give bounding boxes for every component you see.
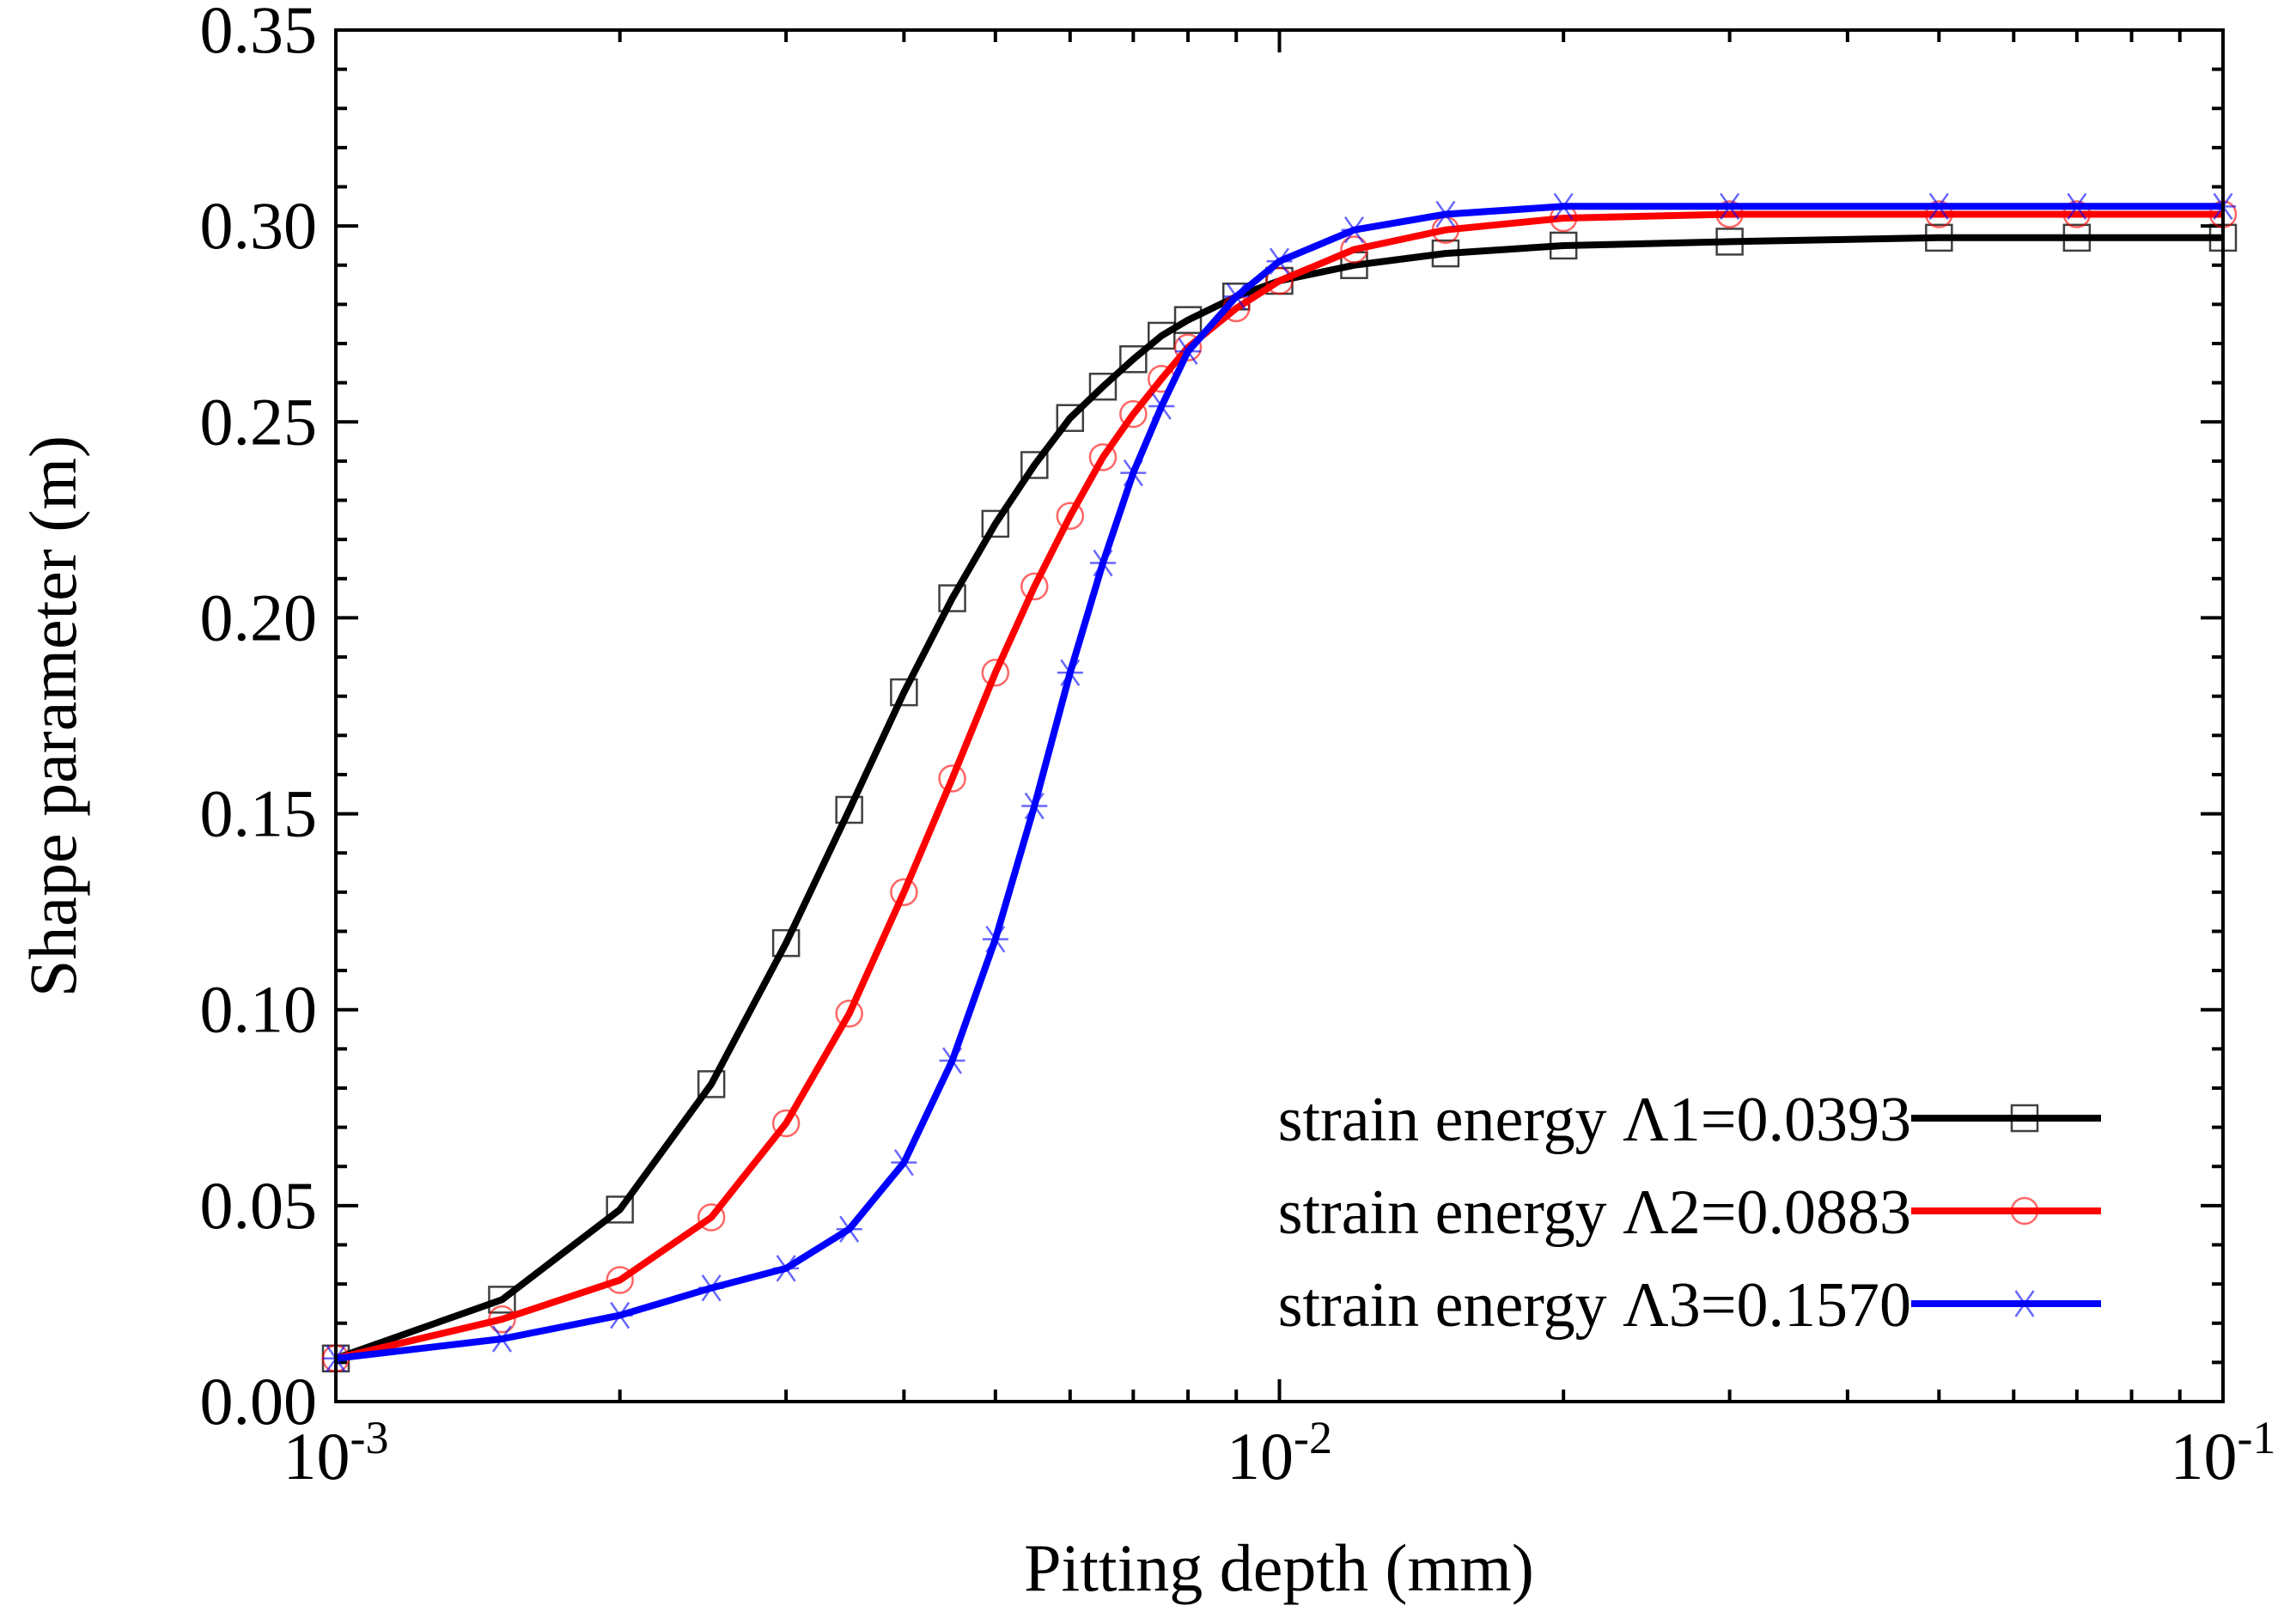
marker-circle xyxy=(981,659,1010,687)
marker-circle xyxy=(1265,266,1294,295)
marker-star xyxy=(2063,192,2090,221)
marker-star xyxy=(606,1301,633,1329)
marker-star xyxy=(1266,247,1293,275)
marker-circle xyxy=(1056,502,1085,531)
y-tick-label: 0.20 xyxy=(200,580,318,654)
legend-label: strain energy Λ3=0.1570 xyxy=(1278,1270,1911,1341)
marker-square xyxy=(1173,306,1203,334)
marker-circle xyxy=(606,1266,634,1294)
marker-circle xyxy=(1020,572,1049,601)
marker-circle xyxy=(1119,399,1148,429)
x-tick-label: 10-3 xyxy=(283,1412,389,1493)
marker-circle xyxy=(1925,200,1953,228)
marker-circle xyxy=(2062,200,2092,228)
marker-circle xyxy=(1173,333,1203,362)
marker-square xyxy=(606,1195,634,1224)
marker-star xyxy=(1341,216,1367,244)
marker-star xyxy=(1089,549,1116,577)
marker-star xyxy=(939,1047,965,1074)
marker-circle xyxy=(697,1203,726,1232)
marker-square xyxy=(1549,231,1578,260)
marker-square xyxy=(1088,372,1118,401)
y-tick-label: 0.25 xyxy=(200,384,318,459)
series-3 xyxy=(323,192,2236,1372)
y-tick-label: 0.05 xyxy=(200,1168,318,1243)
axes: 0.00 0.05 0.10 0.15 0.20 0.25 0.30 0.35 10-3 10-2… xyxy=(200,0,2276,1493)
marker-star xyxy=(698,1274,725,1302)
marker-star xyxy=(836,1215,862,1243)
marker-circle xyxy=(938,764,966,793)
marker-star xyxy=(1223,283,1250,310)
marker-square xyxy=(938,584,966,612)
legend-item-2: strain energy Λ2=0.0883 xyxy=(1278,1177,2101,1248)
marker-star xyxy=(1926,192,1952,221)
marker-square xyxy=(1148,321,1176,350)
marker-square xyxy=(2062,223,2092,252)
marker-square xyxy=(1925,223,1953,252)
x-axis-title: Pitting depth (mm) xyxy=(1024,1530,1534,1605)
marker-circle xyxy=(1340,235,1368,264)
x-tick-label: 10-1 xyxy=(2171,1412,2276,1493)
y-tick-label: 0.35 xyxy=(200,0,318,67)
marker-square xyxy=(835,795,863,824)
series-1 xyxy=(321,223,2238,1373)
series-line xyxy=(335,210,2223,1362)
marker-star xyxy=(489,1325,515,1353)
marker-star xyxy=(1148,392,1175,420)
marker-circle xyxy=(890,878,918,907)
marker-circle xyxy=(1088,443,1118,471)
marker-square xyxy=(890,678,918,707)
marker-square xyxy=(2010,1104,2039,1133)
series-line xyxy=(334,234,2223,1362)
marker-square xyxy=(488,1286,516,1314)
marker-circle xyxy=(771,1109,801,1138)
marker-star xyxy=(2012,1290,2037,1317)
x-tick-label: 10-2 xyxy=(1227,1412,1332,1493)
marker-square xyxy=(1056,404,1085,432)
legend-label: strain energy Λ2=0.0883 xyxy=(1278,1177,1911,1248)
legend: strain energy Λ1=0.0393 strain energy Λ2=… xyxy=(1278,1085,2101,1341)
marker-star xyxy=(773,1255,800,1282)
marker-square xyxy=(1431,239,1460,268)
plot-frame xyxy=(334,28,2225,1403)
marker-square xyxy=(771,928,801,958)
y-tick-label: 0.30 xyxy=(200,188,318,263)
marker-square xyxy=(981,509,1010,538)
y-axis-title: Shape parameter (m) xyxy=(15,435,90,997)
marker-star xyxy=(1550,192,1577,221)
marker-square xyxy=(697,1070,726,1098)
marker-square xyxy=(1715,228,1744,256)
marker-circle xyxy=(835,1000,863,1028)
series-layer xyxy=(321,192,2238,1373)
marker-star xyxy=(1175,338,1202,365)
y-tick-label: 0.15 xyxy=(200,776,318,851)
marker-star xyxy=(982,925,1008,953)
series-line xyxy=(335,203,2223,1362)
legend-item-1: strain energy Λ1=0.0393 xyxy=(1278,1085,2101,1155)
marker-star xyxy=(891,1148,917,1177)
marker-star xyxy=(1432,200,1459,228)
marker-square xyxy=(1020,451,1049,479)
y-tick-label: 0.10 xyxy=(200,972,318,1047)
marker-circle xyxy=(2010,1196,2039,1226)
marker-star xyxy=(1716,192,1743,221)
marker-square xyxy=(1119,345,1148,374)
marker-circle xyxy=(488,1305,516,1334)
legend-item-3: strain energy Λ3=0.1570 xyxy=(1278,1270,2101,1341)
y-tick-label: 0.00 xyxy=(200,1364,318,1438)
marker-star xyxy=(1057,659,1083,687)
marker-star xyxy=(1021,792,1048,820)
marker-circle xyxy=(1715,200,1744,228)
legend-label: strain energy Λ1=0.0393 xyxy=(1278,1085,1911,1155)
marker-star xyxy=(1120,459,1147,487)
